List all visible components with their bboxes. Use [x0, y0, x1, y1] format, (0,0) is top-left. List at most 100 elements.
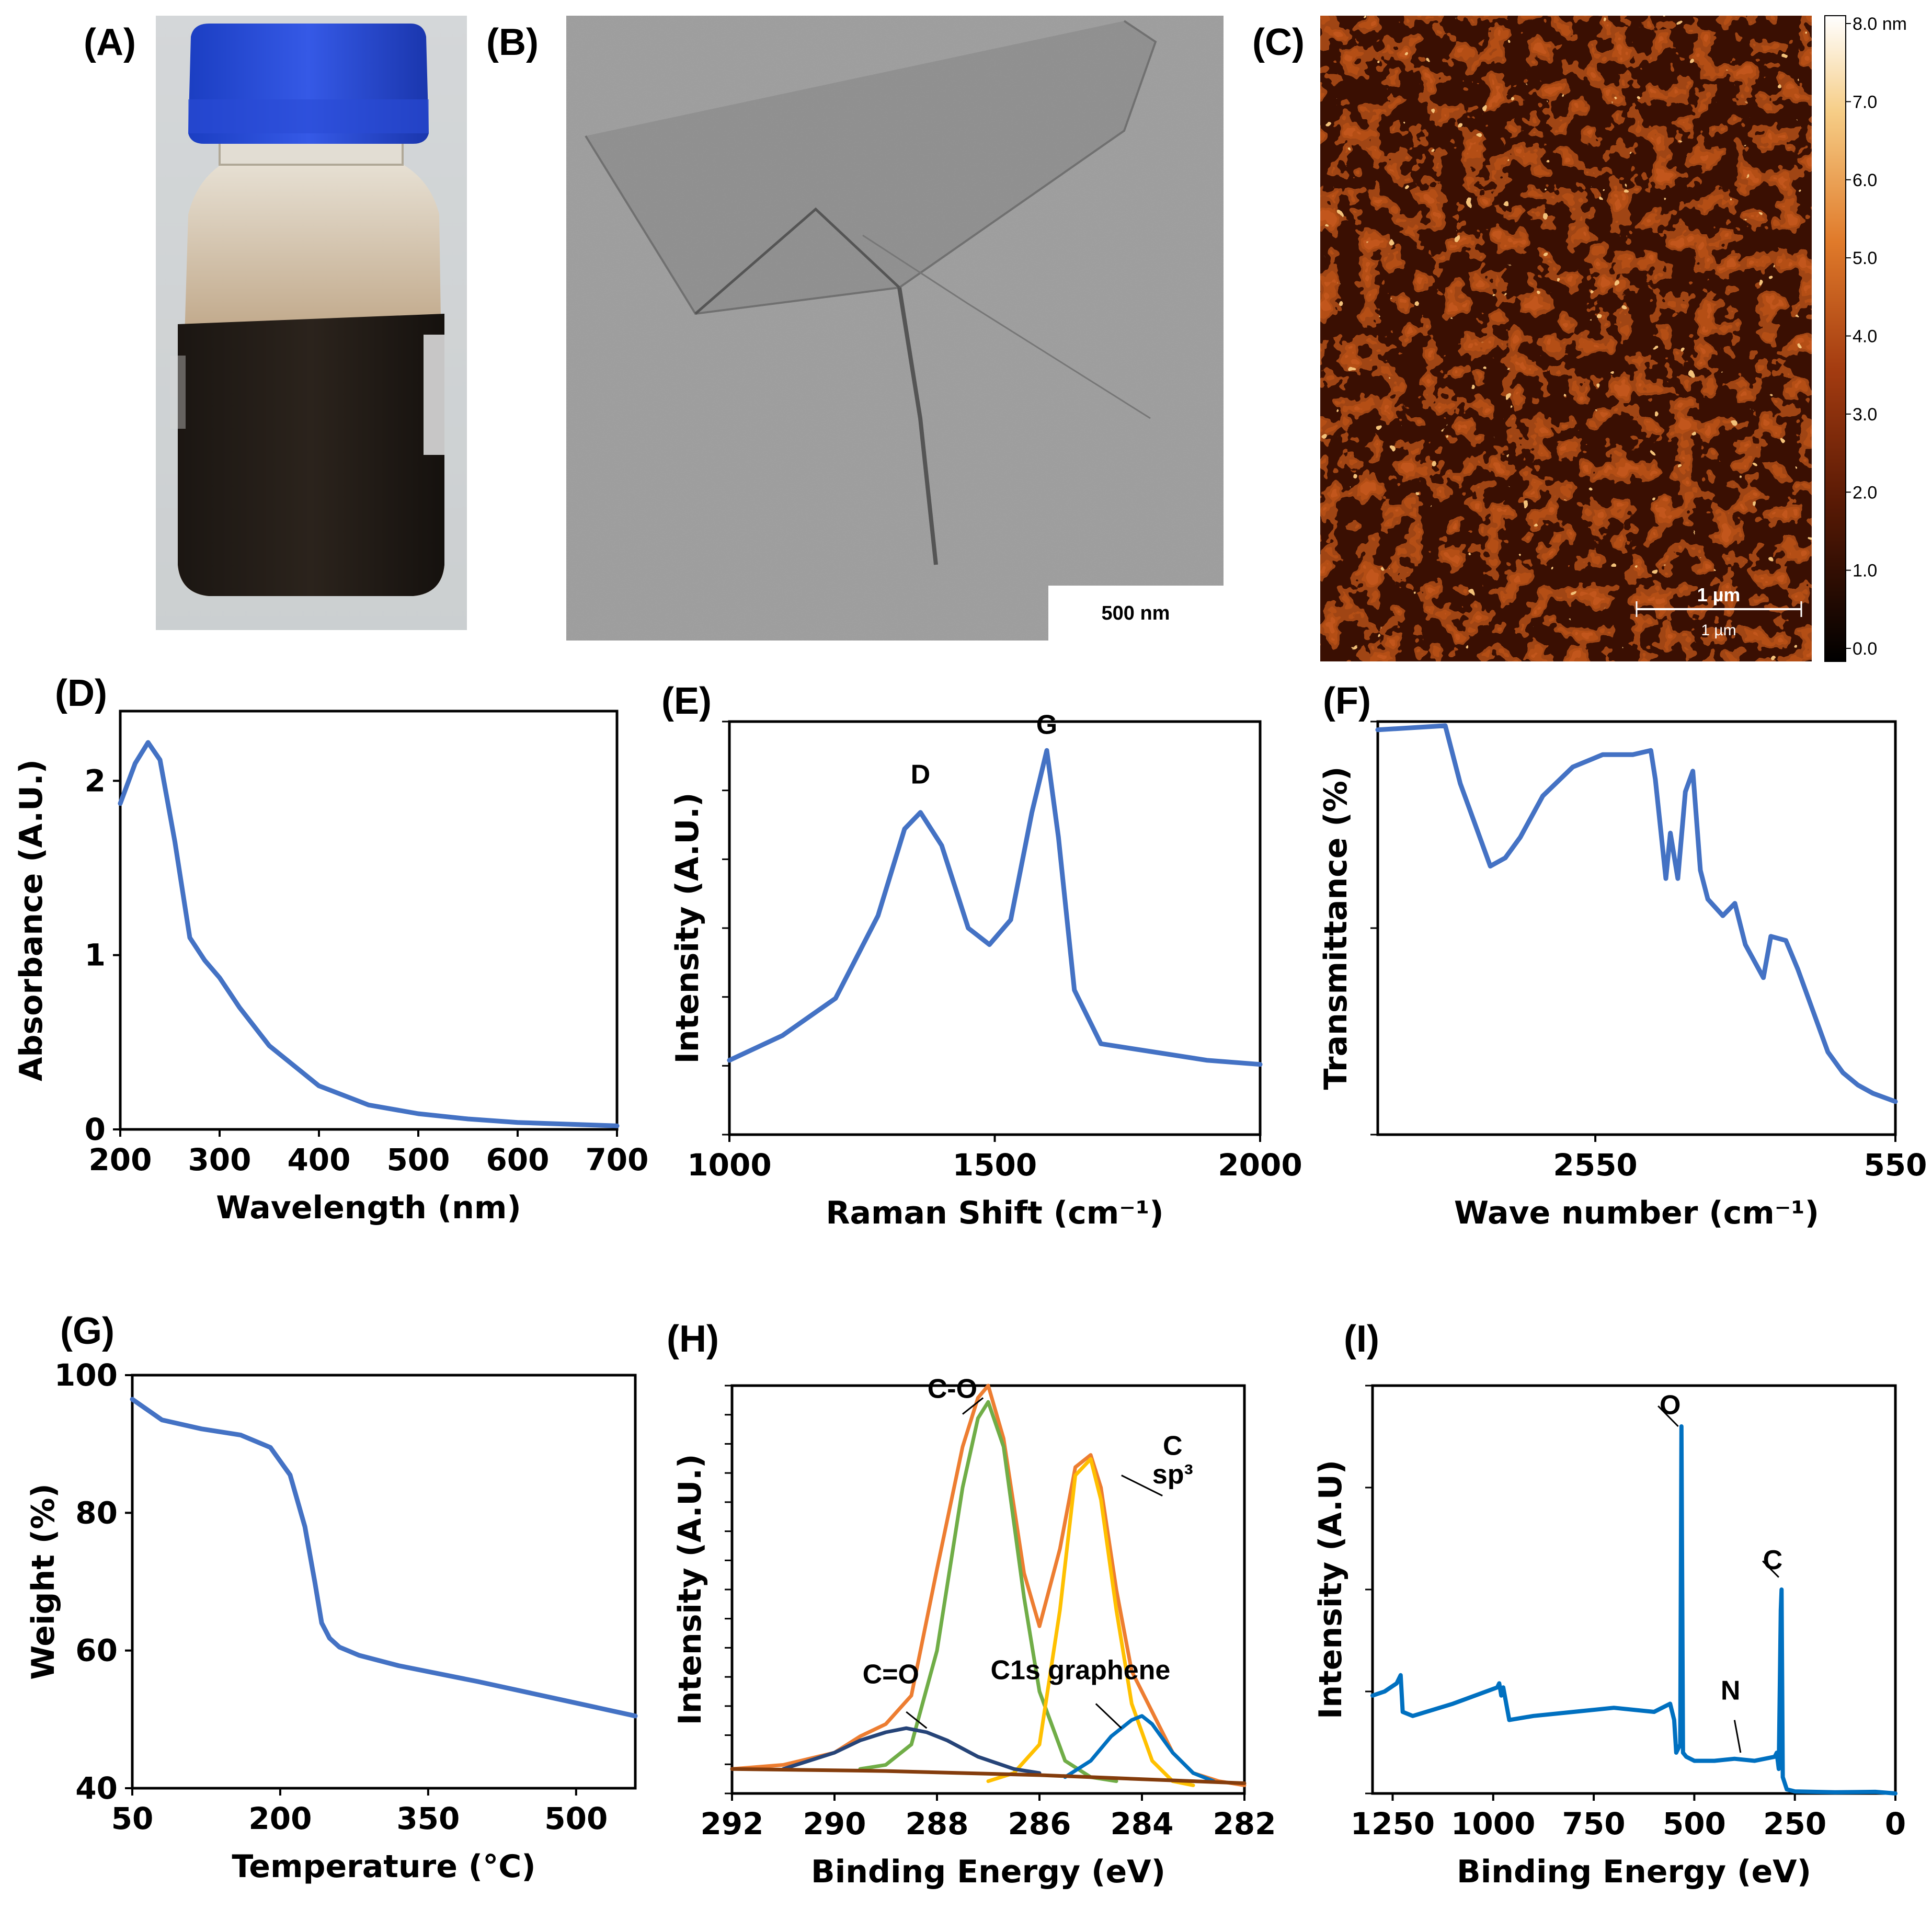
series-line-c1s-graphene	[1063, 1714, 1216, 1784]
x-tick-label: 200	[88, 1142, 152, 1178]
afm-colorbar-ticks: 8.0 nm 7.0 6.0 5.0 4.0 3.0 2.0 1.0 0.0	[1846, 14, 1907, 659]
panel-label-i: (I)	[1344, 1318, 1379, 1360]
x-tick-label: 600	[486, 1142, 549, 1178]
afm-scale-bar-label: 1 µm	[1697, 584, 1741, 605]
x-tick-label: 400	[287, 1142, 350, 1178]
x-tick-label: 1500	[953, 1147, 1037, 1183]
plot-frame	[119, 710, 619, 1131]
x-tick-label: 200	[248, 1801, 312, 1836]
afm-colorbar	[1824, 15, 1846, 662]
panel-label-d: (D)	[55, 672, 107, 714]
annotation-leader	[962, 1397, 984, 1415]
y-tick-label: 1	[85, 938, 106, 973]
panel-label-b: (B)	[486, 21, 539, 63]
afm-scale-bar-label-2: 1 µm	[1701, 622, 1736, 639]
colorbar-tick-label: 1.0	[1853, 561, 1877, 581]
x-tick-label: 2000	[1218, 1147, 1302, 1183]
y-axis-title: Intensity (A.U.)	[672, 1454, 708, 1725]
x-tick-label: 250	[1763, 1806, 1826, 1842]
y-axis-title: Intensity (A.U.)	[669, 793, 706, 1064]
x-tick-label: 0	[1885, 1806, 1906, 1842]
chart-e-raman: 1000 1500 2000 Raman Shift (cm⁻¹) Intensity …	[669, 710, 1302, 1231]
annotation-leader	[1095, 1703, 1122, 1729]
x-axis-title: Wavelength (nm)	[216, 1190, 521, 1226]
x-tick-label: 500	[1663, 1806, 1726, 1842]
panel-label-c: (C)	[1252, 21, 1305, 63]
chart-i-xps-survey: 1250 1000 750 500 250 0 Binding Energy (eV) Int…	[1312, 1384, 1906, 1890]
colorbar-tick-label: 5.0	[1853, 248, 1877, 268]
x-tick-label: 500	[386, 1142, 450, 1178]
x-tick-label: 292	[700, 1806, 763, 1842]
x-tick-label: 1000	[687, 1147, 771, 1183]
colorbar-tick-label: 8.0 nm	[1853, 14, 1907, 34]
plot-frame	[131, 1374, 637, 1790]
x-tick-label: 300	[188, 1142, 251, 1178]
annotation-label: C	[1163, 1431, 1183, 1461]
afm-image: 1 µm 1 µm 8.0 nm 7.0 6.0 5.0 4.0 3.0 2.0 1.0 0.0	[1320, 14, 1907, 662]
colorbar-tick-label: 7.0	[1853, 92, 1877, 112]
x-axis-title: Temperature (°C)	[232, 1848, 535, 1885]
annotation-label: O	[1660, 1390, 1681, 1421]
tem-scale-bar: 500 nm	[1102, 602, 1170, 624]
series-line-main	[1375, 723, 1898, 1104]
x-tick-label: 500	[544, 1801, 608, 1836]
x-tick-label: 750	[1562, 1806, 1626, 1842]
y-tick-label: 2	[85, 763, 106, 798]
colorbar-tick-label: 2.0	[1853, 483, 1877, 502]
x-tick-label: 350	[396, 1801, 460, 1836]
annotation-label: G	[1036, 710, 1057, 740]
tem-image: 500 nm	[566, 16, 1224, 641]
annotation-label: C-O	[928, 1374, 977, 1404]
y-axis-title: Intensity (A.U)	[1312, 1460, 1349, 1719]
vial-photo	[156, 16, 467, 630]
annotation-label: D	[911, 760, 931, 790]
colorbar-tick-label: 4.0	[1853, 327, 1877, 347]
x-tick-label: 290	[803, 1806, 866, 1842]
x-tick-label: 282	[1213, 1806, 1276, 1842]
plot-frame	[1376, 720, 1897, 1136]
annotation-leader	[1762, 1560, 1779, 1578]
y-axis-title: Absorbance (A.U.)	[13, 759, 50, 1081]
series-line-main	[130, 1397, 638, 1719]
x-tick-label: 2550	[1553, 1147, 1637, 1183]
colorbar-tick-label: 6.0	[1853, 170, 1877, 190]
colorbar-tick-label: 3.0	[1853, 405, 1877, 425]
plot-frame	[1371, 1384, 1897, 1795]
annotation-leader	[1657, 1405, 1679, 1427]
chart-d-absorbance: 200 300 400 500 600 700 0 1 2 Wavelength (nm) Abso…	[13, 710, 649, 1226]
y-tick-label: 60	[75, 1633, 118, 1668]
annotation-label: C1s graphene	[990, 1655, 1170, 1686]
x-tick-label: 288	[905, 1806, 968, 1842]
annotation-leader	[1733, 1720, 1742, 1753]
annotation-leader	[1121, 1474, 1163, 1496]
series-line-envelope	[730, 1384, 1247, 1787]
y-tick-label: 40	[75, 1770, 118, 1806]
chart-g-tga: 50 200 350 500 40 60 80 100 Temperature (°C) Weig…	[25, 1357, 638, 1885]
series-line-main	[727, 748, 1263, 1067]
series-line-c-o	[858, 1400, 1118, 1784]
x-tick-label: 550	[1864, 1147, 1927, 1183]
panel-label-g: (G)	[60, 1310, 115, 1352]
series-line-baseline	[730, 1767, 1247, 1785]
x-tick-label: 284	[1110, 1806, 1173, 1842]
x-tick-label: 700	[585, 1142, 648, 1178]
annotation-label: sp³	[1152, 1459, 1193, 1490]
y-axis-title: Weight (%)	[25, 1483, 62, 1680]
panel-label-f: (F)	[1323, 680, 1371, 722]
x-axis-title: Raman Shift (cm⁻¹)	[826, 1195, 1163, 1231]
annotation-label: C=O	[863, 1659, 919, 1689]
annotation-leader	[906, 1711, 928, 1729]
x-tick-label: 50	[111, 1801, 154, 1836]
y-tick-label: 80	[75, 1495, 118, 1530]
chart-f-ftir: 2550 550 Wave number (cm⁻¹) Transmittance (…	[1318, 720, 1927, 1231]
panel-label-a: (A)	[84, 21, 136, 63]
x-axis-title: Binding Energy (eV)	[811, 1854, 1165, 1890]
x-axis-title: Binding Energy (eV)	[1457, 1854, 1811, 1890]
panel-label-h: (H)	[667, 1318, 719, 1360]
series-line-main	[118, 740, 620, 1128]
panel-label-e: (E)	[661, 680, 712, 722]
x-axis-title: Wave number (cm⁻¹)	[1454, 1195, 1819, 1231]
plot-frame	[728, 720, 1262, 1136]
chart-h-xps-c1s: 292 290 288 286 284 282 Binding Energy (eV) Int…	[672, 1374, 1276, 1890]
